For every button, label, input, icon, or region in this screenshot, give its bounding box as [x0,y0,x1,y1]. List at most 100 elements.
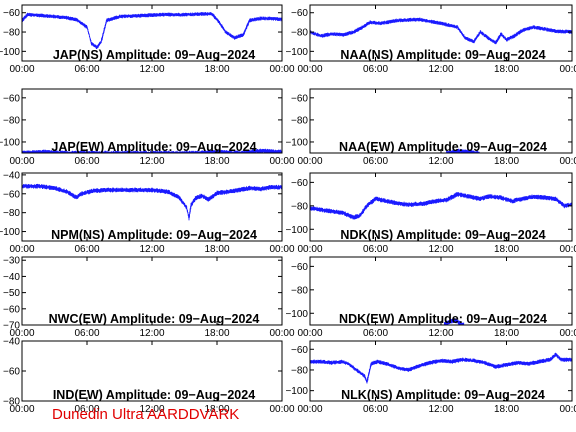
y-tick-label: −80 [291,285,308,296]
x-tick-label: 06:00 [74,156,99,167]
trace-line [22,183,282,221]
x-tick-label: 18:00 [494,64,519,75]
chart-panel-6: −60 −80 −100 00:00 06:00 12:00 18:00 00:00 NDK(N… [285,172,576,255]
x-tick-label: 00:00 [9,328,34,339]
x-tick-label: 00:00 [297,328,322,339]
x-tick-label: 18:00 [204,156,229,167]
y-tick-label: −80 [3,28,20,39]
x-tick-label: 00:00 [559,328,576,339]
y-tick-label: −50 [3,288,20,299]
y-tick-label: −100 [285,137,308,148]
y-tick-label: −80 [291,115,308,126]
x-tick-label: 00:00 [297,156,322,167]
y-tick-label: −100 [285,225,308,236]
x-tick-label: 06:00 [74,64,99,75]
x-tick-label: 12:00 [428,328,453,339]
x-tick-label: 00:00 [297,244,322,255]
x-tick-label: 18:00 [204,64,229,75]
panel-title: JAP(EW) Amplitude: 09−Aug−2024 [51,140,256,154]
x-tick-label: 00:00 [9,244,34,255]
y-tick-label: −80 [3,397,20,408]
x-tick-label: 18:00 [204,244,229,255]
trace-line [310,352,572,384]
panel-title: NDK(NS) Amplitude: 09−Aug−2024 [340,228,545,242]
x-tick-label: 00:00 [269,244,294,255]
x-tick-label: 00:00 [9,404,34,415]
footer-credit: Dunedin Ultra AARDDVARK [52,406,240,423]
y-tick-label: −80 [291,365,308,376]
x-tick-label: 00:00 [269,328,294,339]
y-tick-label: −60 [291,178,308,189]
chart-panel-8: −60 −80 −100 00:00 06:00 12:00 18:00 00:00 NDK(E… [285,256,576,339]
x-tick-label: 12:00 [139,328,164,339]
x-tick-label: 06:00 [363,328,388,339]
y-tick-label: −60 [3,367,20,378]
trace-line [443,318,465,325]
chart-panel-2: −60 −80 −100 00:00 06:00 12:00 18:00 00:00 NAA(N… [285,4,576,75]
x-tick-label: 12:00 [139,244,164,255]
panel-title: NWC(EW) Amplitude: 09−Aug−2024 [49,312,260,326]
chart-panel-4: −60 −80 −100 00:00 06:00 12:00 18:00 00:00 NAA(E… [285,88,576,167]
x-tick-label: 06:00 [363,404,388,415]
panel-title: NAA(EW) Amplitude: 09−Aug−2024 [339,140,547,154]
panel-title: NDK(EW) Amplitude: 09−Aug−2024 [339,312,547,326]
y-tick-label: −60 [3,93,20,104]
x-tick-label: 00:00 [297,404,322,415]
x-tick-label: 06:00 [74,328,99,339]
x-tick-label: 00:00 [9,156,34,167]
panel-title: NLK(NS) Amplitude: 09−Aug−2024 [341,388,545,402]
y-tick-label: −100 [0,227,20,238]
chart-panel-3: −60 −80 −100 00:00 06:00 12:00 18:00 00:00 JAP(E… [0,88,295,167]
panel-title: NPM(NS) Amplitude: 09−Aug−2024 [51,228,257,242]
y-tick-label: −100 [285,47,308,58]
y-tick-label: −30 [3,256,20,267]
x-tick-label: 18:00 [494,328,519,339]
x-tick-label: 00:00 [559,64,576,75]
x-tick-label: 18:00 [494,156,519,167]
y-tick-label: −60 [291,345,308,356]
x-tick-label: 12:00 [428,404,453,415]
x-tick-label: 18:00 [494,404,519,415]
x-tick-label: 12:00 [139,404,164,415]
x-tick-label: 06:00 [363,64,388,75]
y-tick-label: −40 [3,170,20,181]
y-tick-label: −100 [0,137,20,148]
x-tick-label: 12:00 [428,64,453,75]
y-tick-label: −80 [291,28,308,39]
panel-title: JAP(NS) Amplitude: 09−Aug−2024 [53,48,255,62]
x-tick-label: 06:00 [363,244,388,255]
y-tick-label: −80 [3,115,20,126]
x-tick-label: 06:00 [74,404,99,415]
y-tick-label: −100 [285,309,308,320]
x-tick-label: 00:00 [559,156,576,167]
x-tick-label: 18:00 [494,244,519,255]
panel-title: NAA(NS) Amplitude: 09−Aug−2024 [340,48,545,62]
y-tick-label: −100 [285,386,308,397]
x-tick-label: 12:00 [139,156,164,167]
x-tick-label: 12:00 [428,244,453,255]
y-tick-label: −60 [3,189,20,200]
y-tick-label: −60 [3,8,20,19]
x-tick-label: 12:00 [428,156,453,167]
y-tick-label: −40 [3,337,20,348]
x-tick-label: 00:00 [559,244,576,255]
y-tick-label: −60 [291,8,308,19]
x-tick-label: 12:00 [139,64,164,75]
x-tick-label: 06:00 [74,244,99,255]
y-tick-label: −40 [3,272,20,283]
y-tick-label: −60 [3,304,20,315]
trace-line [310,17,572,45]
y-tick-label: −70 [3,321,20,332]
y-tick-label: −100 [0,47,20,58]
trace-line [310,191,572,220]
y-tick-label: −60 [291,262,308,273]
x-tick-label: 00:00 [9,64,34,75]
panel-title: IND(EW) Amplitude: 09−Aug−2024 [53,388,255,402]
chart-panel-10: −60 −80 −100 00:00 06:00 12:00 18:00 00:00 NLK(N… [285,340,576,415]
x-tick-label: 00:00 [269,156,294,167]
y-tick-label: −80 [291,201,308,212]
x-tick-label: 00:00 [269,404,294,415]
